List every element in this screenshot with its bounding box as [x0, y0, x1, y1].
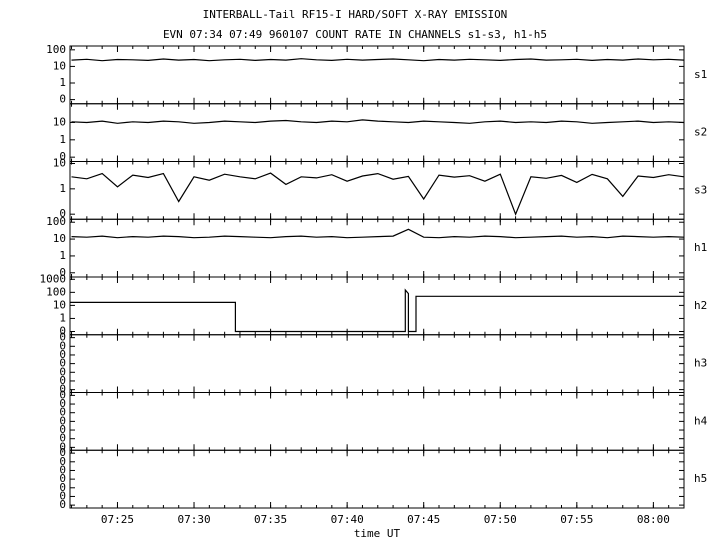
- y-tick-label: 0: [59, 383, 66, 396]
- panel-label: h1: [694, 241, 707, 254]
- panel-frame: [69, 334, 685, 393]
- x-tick-label: 08:00: [637, 513, 670, 526]
- y-tick-label: 0: [59, 455, 66, 468]
- panel-frame: [69, 161, 685, 220]
- data-line: [71, 172, 685, 216]
- y-tick-label: 1: [59, 182, 66, 195]
- y-tick-label: 100: [46, 43, 66, 56]
- panel-label: s1: [694, 68, 707, 81]
- y-tick-label: 10: [53, 157, 66, 170]
- y-tick-label: 100: [46, 215, 66, 228]
- x-tick-label: 07:50: [484, 513, 517, 526]
- x-tick-label: 07:45: [407, 513, 440, 526]
- y-tick-label: 0: [59, 331, 66, 344]
- panel-frame: [69, 449, 685, 509]
- y-tick-label: 0: [59, 432, 66, 445]
- y-tick-label: 0: [59, 463, 66, 476]
- y-tick-label: 0: [59, 472, 66, 485]
- panel-label: s3: [694, 183, 707, 196]
- y-tick-label: 0: [59, 414, 66, 427]
- y-tick-label: 10: [53, 232, 66, 245]
- y-tick-label: 10: [53, 115, 66, 128]
- chart-subtitle: EVN 07:34 07:49 960107 COUNT RATE IN CHA…: [163, 28, 547, 41]
- panel-label: s2: [694, 126, 707, 139]
- y-tick-label: 0: [59, 150, 66, 163]
- y-tick-label: 0: [59, 357, 66, 370]
- y-tick-label: 1: [59, 249, 66, 262]
- y-tick-label: 0: [59, 339, 66, 352]
- y-tick-label: 0: [59, 440, 66, 453]
- data-line: [71, 119, 685, 124]
- panel-frame: [69, 276, 685, 336]
- x-tick-label: 07:30: [177, 513, 210, 526]
- y-tick-label: 10: [53, 298, 66, 311]
- y-tick-label: 0: [59, 374, 66, 387]
- y-tick-label: 0: [59, 348, 66, 361]
- y-tick-label: 0: [59, 406, 66, 419]
- y-tick-label: 0: [59, 266, 66, 279]
- x-tick-label: 07:40: [331, 513, 364, 526]
- y-tick-label: 0: [59, 489, 66, 502]
- panel-label: h4: [694, 414, 708, 427]
- y-tick-label: 1000: [40, 272, 67, 285]
- y-tick-label: 0: [59, 446, 66, 459]
- y-tick-label: 0: [59, 93, 66, 106]
- y-tick-label: 1: [59, 311, 66, 324]
- y-tick-label: 0: [59, 498, 66, 511]
- y-tick-label: 10: [53, 59, 66, 72]
- y-tick-label: 0: [59, 324, 66, 337]
- y-tick-label: 0: [59, 388, 66, 401]
- panel-frame: [69, 392, 685, 451]
- y-tick-label: 0: [59, 423, 66, 436]
- x-tick-label: 07:25: [101, 513, 134, 526]
- x-tick-label: 07:55: [560, 513, 593, 526]
- y-tick-label: 0: [59, 397, 66, 410]
- y-tick-label: 0: [59, 481, 66, 494]
- x-tick-label: 07:35: [254, 513, 287, 526]
- data-line: [71, 58, 685, 62]
- panel-label: h5: [694, 472, 707, 485]
- panel-label: h3: [694, 357, 707, 370]
- panel-frame: [69, 218, 685, 278]
- data-line: [70, 288, 684, 333]
- chart-title: INTERBALL-Tail RF15-I HARD/SOFT X-RAY EM…: [203, 8, 508, 21]
- y-tick-label: 0: [59, 207, 66, 220]
- y-tick-label: 1: [59, 133, 66, 146]
- y-tick-label: 100: [46, 285, 66, 298]
- y-tick-label: 1: [59, 76, 66, 89]
- x-axis-label: time UT: [354, 527, 401, 540]
- panel-frame: [69, 103, 685, 162]
- panel-label: h2: [694, 299, 707, 312]
- y-tick-label: 0: [59, 365, 66, 378]
- data-line: [71, 228, 685, 239]
- panel-frame: [69, 45, 685, 105]
